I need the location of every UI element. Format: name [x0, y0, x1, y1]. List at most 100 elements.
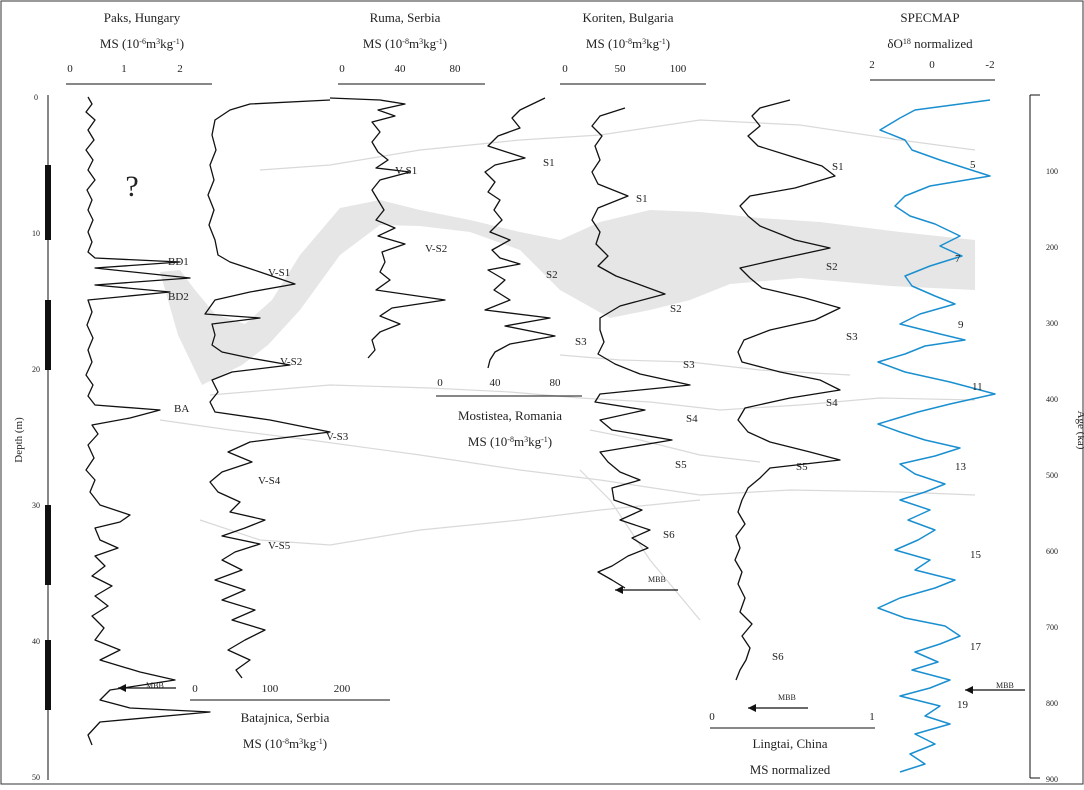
specmap-tick-1: 0 — [929, 59, 935, 71]
correlation-band-s2 — [160, 200, 975, 385]
lingtai-annotations: S1 S2 S3 S4 S5 S6 MBB — [748, 161, 858, 712]
koriten-tick-0: 0 — [562, 63, 568, 75]
koriten-tick-2: 100 — [670, 63, 687, 75]
label-mostistea-s2: S2 — [546, 269, 558, 281]
mostistea-tick-0: 0 — [437, 377, 443, 389]
label-batajnica-vs5: V-S5 — [268, 540, 291, 552]
label-mis-19: 19 — [957, 699, 969, 711]
label-koriten-s1: S1 — [636, 193, 648, 205]
header-ruma: Ruma, Serbia MS (10-8m3kg-1) 0 40 80 — [338, 10, 485, 85]
paks-tick-2: 2 — [177, 63, 183, 75]
koriten-tick-1: 50 — [615, 63, 627, 75]
label-mis-9: 9 — [958, 319, 964, 331]
batajnica-tick-2: 200 — [334, 683, 351, 695]
header-batajnica: 0 100 200 Batajnica, Serbia MS (10-8m3kg… — [190, 683, 390, 751]
ruma-annotations: V-S1 V-S2 — [395, 165, 447, 255]
label-lingtai-s4: S4 — [826, 397, 838, 409]
label-koriten-s6: S6 — [663, 529, 675, 541]
label-mis-15: 15 — [970, 549, 982, 561]
depth-tick-10: 10 — [32, 229, 40, 238]
ruma-tick-1: 40 — [395, 63, 407, 75]
label-mis-17: 17 — [970, 641, 982, 653]
age-tick-400: 400 — [1046, 395, 1058, 404]
label-lingtai-mbb: MBB — [778, 693, 796, 702]
header-specmap: SPECMAP δO18 normalized 2 0 -2 — [869, 10, 995, 81]
header-koriten: Koriten, Bulgaria MS (10-8m3kg-1) 0 50 1… — [560, 10, 706, 85]
mostistea-tick-1: 40 — [490, 377, 502, 389]
lingtai-tick-0: 0 — [709, 711, 715, 723]
label-lingtai-s6: S6 — [772, 651, 784, 663]
header-paks: Paks, Hungary MS (10-6m3kg-1) 0 1 2 — [66, 10, 212, 85]
specmap-annotations: 5 7 9 11 13 15 17 19 MBB — [955, 159, 1025, 711]
label-batajnica-vs1: V-S1 — [268, 267, 290, 279]
specmap-title: SPECMAP — [900, 10, 959, 25]
depth-tick-40: 40 — [32, 637, 40, 646]
label-ba: BA — [174, 403, 189, 415]
paks-unit: MS (10-6m3kg-1) — [100, 36, 184, 51]
header-mostistea: 0 40 80 Mostistea, Romania MS (10-8m3kg-… — [436, 377, 582, 449]
koriten-annotations: S1 S2 S3 S4 S5 S6 MBB — [615, 193, 698, 594]
depth-bar-4 — [45, 640, 51, 710]
label-lingtai-s2: S2 — [826, 261, 838, 273]
label-koriten-s4: S4 — [686, 413, 698, 425]
curves — [85, 96, 841, 746]
batajnica-annotations: V-S1 V-S2 V-S3 V-S4 V-S5 — [258, 267, 349, 552]
label-koriten-mbb: MBB — [648, 575, 666, 584]
label-paks-mbb: MBB — [146, 681, 164, 690]
label-lingtai-s5: S5 — [796, 461, 808, 473]
label-mis-7: 7 — [955, 253, 961, 265]
label-batajnica-vs2: V-S2 — [280, 356, 302, 368]
paks-mbb-arrowhead — [118, 684, 126, 692]
paks-curve — [85, 96, 211, 746]
batajnica-unit: MS (10-8m3kg-1) — [243, 736, 327, 751]
label-mis-11: 11 — [972, 381, 983, 393]
ruma-title: Ruma, Serbia — [370, 10, 441, 25]
depth-tick-50: 50 — [32, 773, 40, 782]
label-koriten-s5: S5 — [675, 459, 687, 471]
label-batajnica-vs4: V-S4 — [258, 475, 281, 487]
depth-axis: 0 10 20 30 40 50 Depth (m) — [13, 93, 51, 782]
batajnica-tick-1: 100 — [262, 683, 279, 695]
label-mostistea-s1: S1 — [543, 157, 555, 169]
koriten-curve — [591, 107, 691, 589]
age-tick-800: 800 — [1046, 699, 1058, 708]
label-ruma-vs1: V-S1 — [395, 165, 417, 177]
header-lingtai: 0 1 Lingtai, China MS normalized — [709, 711, 875, 777]
batajnica-tick-0: 0 — [192, 683, 198, 695]
paks-title: Paks, Hungary — [104, 10, 181, 25]
specmap-tick-0: 2 — [869, 59, 875, 71]
age-tick-700: 700 — [1046, 623, 1058, 632]
age-axis-label: Age (ka) — [1075, 411, 1084, 450]
mostistea-unit: MS (10-8m3kg-1) — [468, 434, 552, 449]
lingtai-title: Lingtai, China — [752, 736, 827, 751]
lingtai-curve — [734, 99, 841, 681]
label-mis-5: 5 — [970, 159, 976, 171]
paks-unknown-mark: ? — [125, 170, 138, 203]
label-lingtai-s1: S1 — [832, 161, 844, 173]
label-mis-13: 13 — [955, 461, 967, 473]
depth-bar-3 — [45, 505, 51, 585]
age-tick-200: 200 — [1046, 243, 1058, 252]
label-specmap-mbb: MBB — [996, 681, 1014, 690]
ruma-tick-2: 80 — [450, 63, 462, 75]
age-tick-900: 900 — [1046, 775, 1058, 784]
label-lingtai-s3: S3 — [846, 331, 858, 343]
lingtai-mbb-arrowhead — [748, 704, 756, 712]
label-koriten-s3: S3 — [683, 359, 695, 371]
label-batajnica-vs3: V-S3 — [326, 431, 349, 443]
label-mostistea-s3: S3 — [575, 336, 587, 348]
koriten-unit: MS (10-8m3kg-1) — [586, 36, 670, 51]
mostistea-title: Mostistea, Romania — [458, 408, 562, 423]
paks-tick-0: 0 — [67, 63, 73, 75]
mostistea-curve — [484, 97, 556, 369]
depth-tick-0: 0 — [34, 93, 38, 102]
depth-tick-30: 30 — [32, 501, 40, 510]
ruma-unit: MS (10-8m3kg-1) — [363, 36, 447, 51]
specmap-tick-2: -2 — [985, 59, 994, 71]
age-tick-300: 300 — [1046, 319, 1058, 328]
age-tick-500: 500 — [1046, 471, 1058, 480]
batajnica-title: Batajnica, Serbia — [241, 710, 330, 725]
specmap-unit: δO18 normalized — [887, 36, 973, 51]
